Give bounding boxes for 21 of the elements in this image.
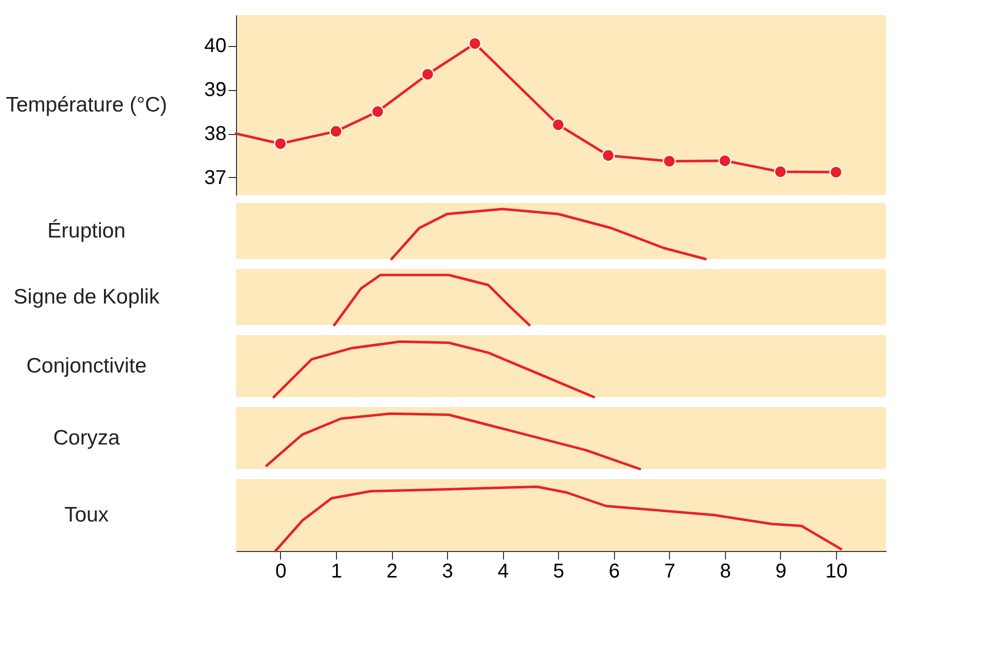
y-axis-title: Toux (64, 504, 110, 526)
x-tick-label: 9 (775, 560, 787, 582)
y-axis-title: Coryza (53, 426, 120, 450)
y-tick-label: 37 (204, 166, 226, 189)
y-axis-title: Signe de Koplik (14, 286, 160, 308)
x-tick-label: 6 (608, 560, 620, 582)
y-tick-label: 40 (204, 35, 226, 58)
x-tick-label: 8 (720, 560, 731, 582)
x-tick-label: 7 (664, 560, 676, 582)
y-axis-title: Éruption (47, 218, 126, 242)
y-axis-title: Température (°C) (6, 94, 168, 116)
y-axis-title: Conjonctivite (26, 354, 147, 378)
x-tick-label: 2 (386, 560, 398, 582)
x-tick-label: 1 (330, 560, 342, 582)
x-tick-label: 5 (553, 560, 564, 582)
x-tick-label: 4 (498, 560, 509, 582)
x-tick-label: 3 (442, 560, 454, 582)
x-tick-label: 0 (275, 560, 287, 582)
y-tick-label: 38 (204, 123, 226, 146)
y-tick-label: 39 (204, 79, 226, 102)
x-tick-label: 10 (825, 560, 848, 582)
